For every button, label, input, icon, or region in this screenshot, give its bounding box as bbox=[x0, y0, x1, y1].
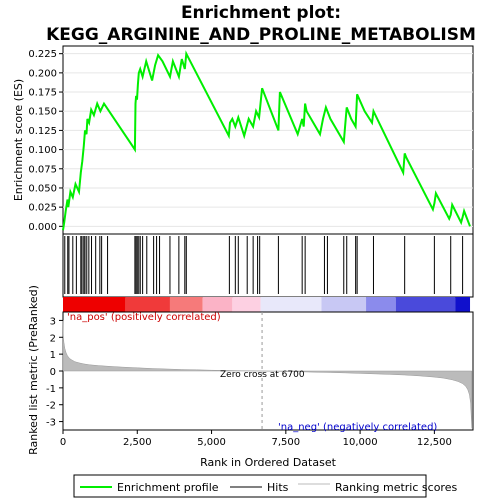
heat-bar-segment bbox=[260, 297, 322, 312]
es-y-tick-label: 0.025 bbox=[28, 203, 57, 214]
chart-title-line1: Enrichment plot: bbox=[181, 3, 341, 23]
heat-bar-segment bbox=[321, 297, 367, 312]
metric-y-tick-label: -2 bbox=[46, 401, 56, 412]
metric-x-tick-label: 12,500 bbox=[417, 437, 452, 448]
es-y-tick-label: 0.225 bbox=[28, 49, 57, 60]
es-y-tick-label: 0.050 bbox=[28, 183, 57, 194]
heat-bar-segment bbox=[169, 297, 203, 312]
es-y-tick-label: 0.150 bbox=[28, 107, 57, 118]
heat-bar-segment bbox=[232, 297, 261, 312]
metric-y-tick-label: -1 bbox=[46, 384, 56, 395]
zero-cross-label: Zero cross at 6700 bbox=[220, 370, 305, 380]
metric-y-tick-label: 3 bbox=[50, 316, 56, 327]
es-y-tick-label: 0.100 bbox=[28, 145, 57, 156]
metric-y-tick-label: 0 bbox=[50, 367, 56, 378]
heat-bar-segment bbox=[455, 297, 471, 312]
legend-frame bbox=[73, 474, 427, 498]
heat-bar-segment bbox=[125, 297, 170, 312]
es-y-axis-label: Enrichment score (ES) bbox=[12, 79, 25, 201]
heat-bar-segment bbox=[395, 297, 456, 312]
enrichment-profile-line bbox=[62, 50, 471, 231]
es-panel-frame bbox=[62, 45, 474, 235]
metric-x-tick-label: 7,500 bbox=[272, 437, 301, 448]
metric-x-ticks: 0 2,500 5,000 7,500 10,000 12,500 bbox=[60, 430, 452, 448]
es-y-tick-label: 0.125 bbox=[28, 126, 57, 137]
es-y-tick-label: 0.075 bbox=[28, 164, 57, 175]
metric-x-tick-label: 2,500 bbox=[123, 437, 152, 448]
es-y-tick-label: 0.200 bbox=[28, 68, 57, 79]
metric-y-axis-label: Ranked list metric (PreRanked) bbox=[27, 285, 40, 455]
chart-title-line2: KEGG_ARGININE_AND_PROLINE_METABOLISM bbox=[46, 25, 476, 45]
metric-y-tick-label: 1 bbox=[50, 350, 56, 361]
heat-bar-segment bbox=[202, 297, 233, 312]
metric-x-tick-label: 0 bbox=[60, 437, 66, 448]
hits-panel bbox=[62, 233, 474, 312]
heat-bar-segment bbox=[63, 297, 126, 312]
metric-y-ticks: -3 -2 -1 0 1 2 3 bbox=[46, 316, 63, 429]
legend: Enrichment profile Hits Ranking metric s… bbox=[73, 474, 457, 498]
hits-panel-frame bbox=[62, 233, 474, 298]
na-pos-label: 'na_pos' (positively correlated) bbox=[67, 312, 221, 323]
metric-x-tick-label: 10,000 bbox=[343, 437, 378, 448]
na-neg-label: 'na_neg' (negatively correlated) bbox=[278, 422, 437, 433]
metric-y-tick-label: 2 bbox=[50, 333, 56, 344]
x-axis-label: Rank in Ordered Dataset bbox=[200, 456, 337, 469]
es-y-tick-label: 0.000 bbox=[28, 222, 57, 233]
legend-label-ranking: Ranking metric scores bbox=[335, 481, 457, 494]
legend-label-enrichment: Enrichment profile bbox=[117, 481, 219, 494]
hit-markers bbox=[64, 236, 464, 294]
ranking-metric-area bbox=[62, 320, 473, 429]
rank-heat-bar bbox=[63, 297, 471, 312]
legend-label-hits: Hits bbox=[267, 481, 289, 494]
es-y-tick-label: 0.175 bbox=[28, 88, 57, 99]
es-panel: 0.000 0.025 0.050 0.075 0.100 0.125 0.150 0.175… bbox=[12, 45, 474, 235]
es-y-ticks: 0.000 0.025 0.050 0.075 0.100 0.125 0.150 0.175… bbox=[28, 49, 63, 233]
heat-bar-segment bbox=[366, 297, 396, 312]
es-grid bbox=[63, 53, 473, 227]
metric-x-tick-label: 5,000 bbox=[197, 437, 226, 448]
metric-y-tick-label: -3 bbox=[46, 418, 56, 429]
